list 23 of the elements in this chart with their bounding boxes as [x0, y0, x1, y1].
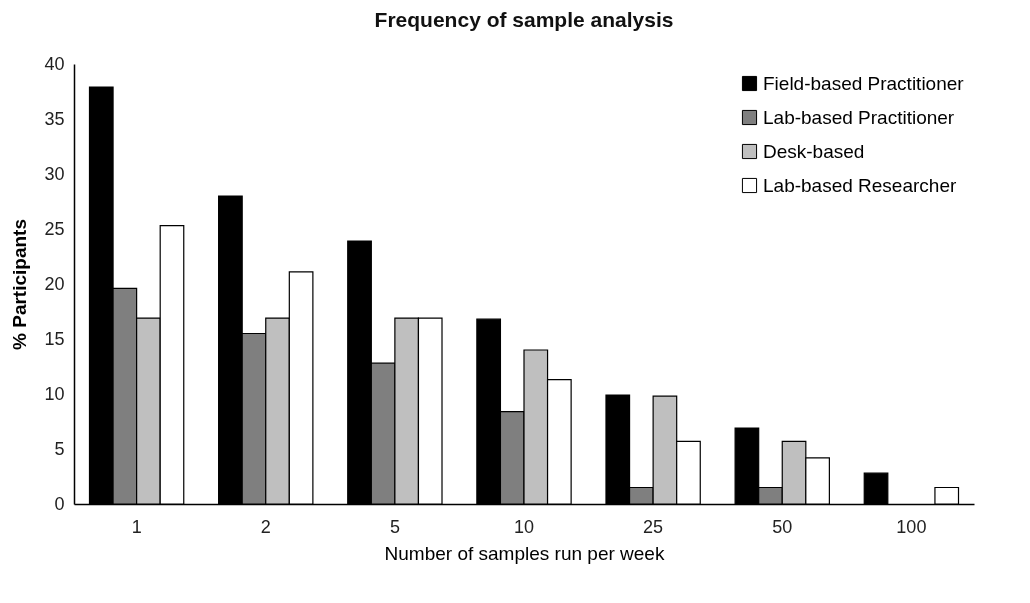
y-tick-label: 15: [44, 328, 65, 349]
y-tick-label: 5: [54, 438, 65, 459]
y-tick-label: 30: [44, 163, 65, 184]
x-tick-label: 1: [131, 516, 142, 537]
y-tick-label: 35: [44, 108, 65, 129]
x-tick-label: 2: [260, 516, 271, 537]
y-tick-label: 0: [54, 493, 65, 514]
chart-title: Frequency of sample analysis: [374, 8, 674, 31]
y-axis-title: % Participants: [9, 219, 31, 350]
y-tick-label: 20: [44, 273, 65, 294]
y-tick-label: 40: [44, 53, 65, 74]
x-tick-label: 50: [772, 516, 793, 537]
y-tick-label: 25: [44, 218, 65, 239]
legend-label: Lab-based Researcher: [763, 174, 957, 196]
legend-label: Desk-based: [763, 140, 865, 162]
y-tick-label: 10: [44, 383, 65, 404]
x-tick-label: 25: [643, 516, 664, 537]
legend-label: Lab-based Practitioner: [763, 106, 955, 128]
x-tick-label: 10: [513, 516, 535, 537]
x-tick-label: 5: [389, 516, 400, 537]
legend-label: Field-based Practitioner: [763, 72, 965, 94]
x-axis-title: Number of samples run per week: [384, 542, 665, 564]
x-tick-label: 100: [896, 516, 927, 537]
